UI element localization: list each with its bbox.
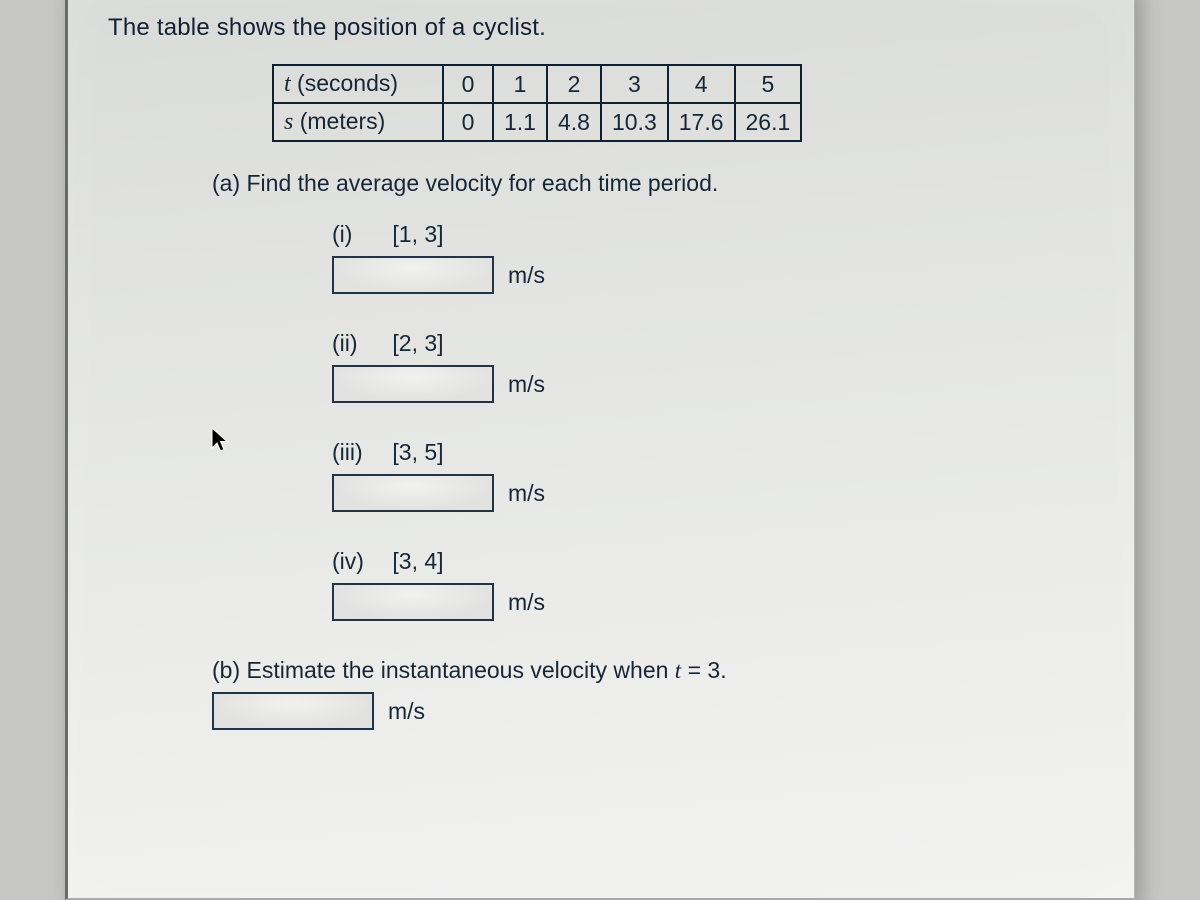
table-row: t (seconds) 0 1 2 3 4 5 [273,65,801,103]
answer-input-ii[interactable] [332,365,494,403]
s-cell: 10.3 [601,103,668,141]
t-cell: 3 [601,65,668,103]
part-a-prompt: (a) Find the average velocity for each t… [212,170,1106,197]
interval-label: [1, 3] [392,221,443,247]
row-label-t: t (seconds) [273,65,443,103]
roman-label: (i) [332,221,386,248]
part-b-prefix: (b) Estimate the instantaneous velocity … [212,657,675,683]
answer-row: m/s [212,692,1106,730]
subpart-head: (i) [1, 3] [332,221,1106,248]
var-t: t [284,71,291,97]
roman-label: (ii) [332,330,386,357]
s-cell: 1.1 [493,103,547,141]
table-row: s (meters) 0 1.1 4.8 10.3 17.6 26.1 [273,103,801,141]
answer-input-iv[interactable] [332,583,494,621]
row1-rest: (seconds) [291,70,398,96]
unit-label: m/s [388,698,425,725]
subpart-i: (i) [1, 3] m/s [332,221,1106,294]
unit-label: m/s [508,262,545,289]
part-b: (b) Estimate the instantaneous velocity … [212,657,1106,730]
subpart-iv: (iv) [3, 4] m/s [332,548,1106,621]
row2-rest: (meters) [293,108,385,134]
intro-text: The table shows the position of a cyclis… [108,14,1106,42]
t-cell: 5 [735,65,802,103]
roman-label: (iv) [332,548,386,575]
answer-row: m/s [332,256,1106,294]
t-cell: 2 [547,65,601,103]
t-cell: 1 [493,65,547,103]
t-cell: 0 [443,65,493,103]
data-table: t (seconds) 0 1 2 3 4 5 s (meters) 0 1.1… [272,64,802,142]
answer-row: m/s [332,474,1106,512]
answer-row: m/s [332,365,1106,403]
s-cell: 17.6 [668,103,735,141]
part-a-subparts: (i) [1, 3] m/s (ii) [2, 3] m/s (iii) [3,… [332,221,1106,621]
subpart-head: (iii) [3, 5] [332,439,1106,466]
answer-input-iii[interactable] [332,474,494,512]
var-s: s [284,109,293,135]
roman-label: (iii) [332,439,386,466]
subpart-head: (ii) [2, 3] [332,330,1106,357]
interval-label: [3, 5] [392,439,443,465]
subpart-ii: (ii) [2, 3] m/s [332,330,1106,403]
unit-label: m/s [508,480,545,507]
subpart-head: (iv) [3, 4] [332,548,1106,575]
part-b-suffix: = 3. [681,657,726,683]
answer-input-b[interactable] [212,692,374,730]
s-cell: 0 [443,103,493,141]
row-label-s: s (meters) [273,103,443,141]
interval-label: [2, 3] [392,330,443,356]
part-b-prompt: (b) Estimate the instantaneous velocity … [212,657,1106,684]
s-cell: 26.1 [735,103,802,141]
interval-label: [3, 4] [392,548,443,574]
unit-label: m/s [508,371,545,398]
unit-label: m/s [508,589,545,616]
s-cell: 4.8 [547,103,601,141]
subpart-iii: (iii) [3, 5] m/s [332,439,1106,512]
answer-row: m/s [332,583,1106,621]
cursor-icon [210,426,230,454]
t-cell: 4 [668,65,735,103]
answer-input-i[interactable] [332,256,494,294]
